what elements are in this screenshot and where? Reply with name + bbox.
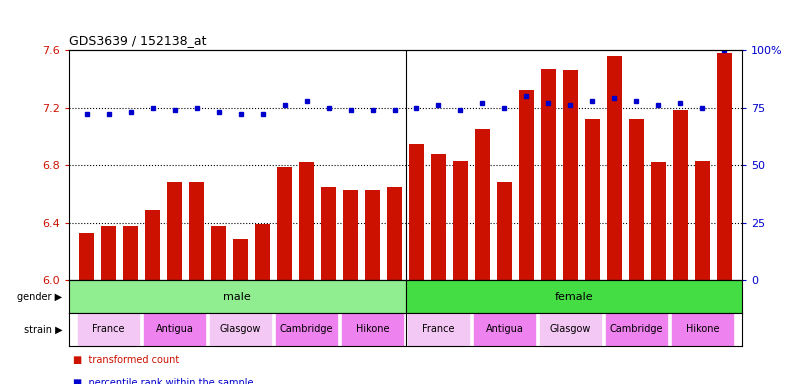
Bar [629, 119, 644, 280]
Bar [408, 313, 470, 346]
Text: female: female [555, 291, 593, 302]
Bar [321, 187, 337, 280]
Text: Hikone: Hikone [356, 324, 389, 334]
Bar [79, 233, 94, 280]
Bar [453, 161, 468, 280]
Bar [563, 70, 578, 280]
Bar [585, 119, 600, 280]
Bar [673, 111, 689, 280]
Bar [255, 224, 270, 280]
Bar [519, 90, 534, 280]
Bar [210, 313, 272, 346]
Text: gender ▶: gender ▶ [17, 291, 62, 302]
Text: Cambridge: Cambridge [610, 324, 663, 334]
Bar [365, 190, 380, 280]
Bar [78, 313, 139, 346]
Text: strain ▶: strain ▶ [24, 324, 62, 334]
Bar [122, 226, 138, 280]
Text: Antigua: Antigua [156, 324, 194, 334]
Bar [695, 161, 710, 280]
Bar [341, 313, 403, 346]
Bar [277, 167, 292, 280]
Bar [607, 56, 622, 280]
Bar [298, 162, 314, 280]
Bar [539, 313, 601, 346]
Text: Hikone: Hikone [686, 324, 719, 334]
Text: GDS3639 / 152138_at: GDS3639 / 152138_at [69, 34, 207, 47]
Text: ■  transformed count: ■ transformed count [73, 355, 179, 365]
Bar [145, 210, 161, 280]
Bar [409, 144, 424, 280]
Text: Glasgow: Glasgow [220, 324, 261, 334]
Text: Glasgow: Glasgow [550, 324, 591, 334]
Bar [69, 280, 406, 313]
Bar [474, 129, 490, 280]
Bar [189, 182, 204, 280]
Bar [717, 53, 732, 280]
Bar [606, 313, 667, 346]
Bar [101, 226, 116, 280]
Bar [167, 182, 182, 280]
Bar [406, 280, 742, 313]
Bar [387, 187, 402, 280]
Bar [541, 69, 556, 280]
Text: Antigua: Antigua [486, 324, 523, 334]
Text: France: France [423, 324, 455, 334]
Bar [144, 313, 205, 346]
Bar [233, 238, 248, 280]
Bar [343, 190, 358, 280]
Text: France: France [92, 324, 125, 334]
Bar [431, 154, 446, 280]
Bar [474, 313, 535, 346]
Text: Cambridge: Cambridge [280, 324, 333, 334]
Text: male: male [223, 291, 251, 302]
Bar [650, 162, 666, 280]
Bar [211, 226, 226, 280]
Bar [497, 182, 513, 280]
Bar [276, 313, 337, 346]
Text: ■  percentile rank within the sample: ■ percentile rank within the sample [73, 378, 254, 384]
Bar [672, 313, 733, 346]
